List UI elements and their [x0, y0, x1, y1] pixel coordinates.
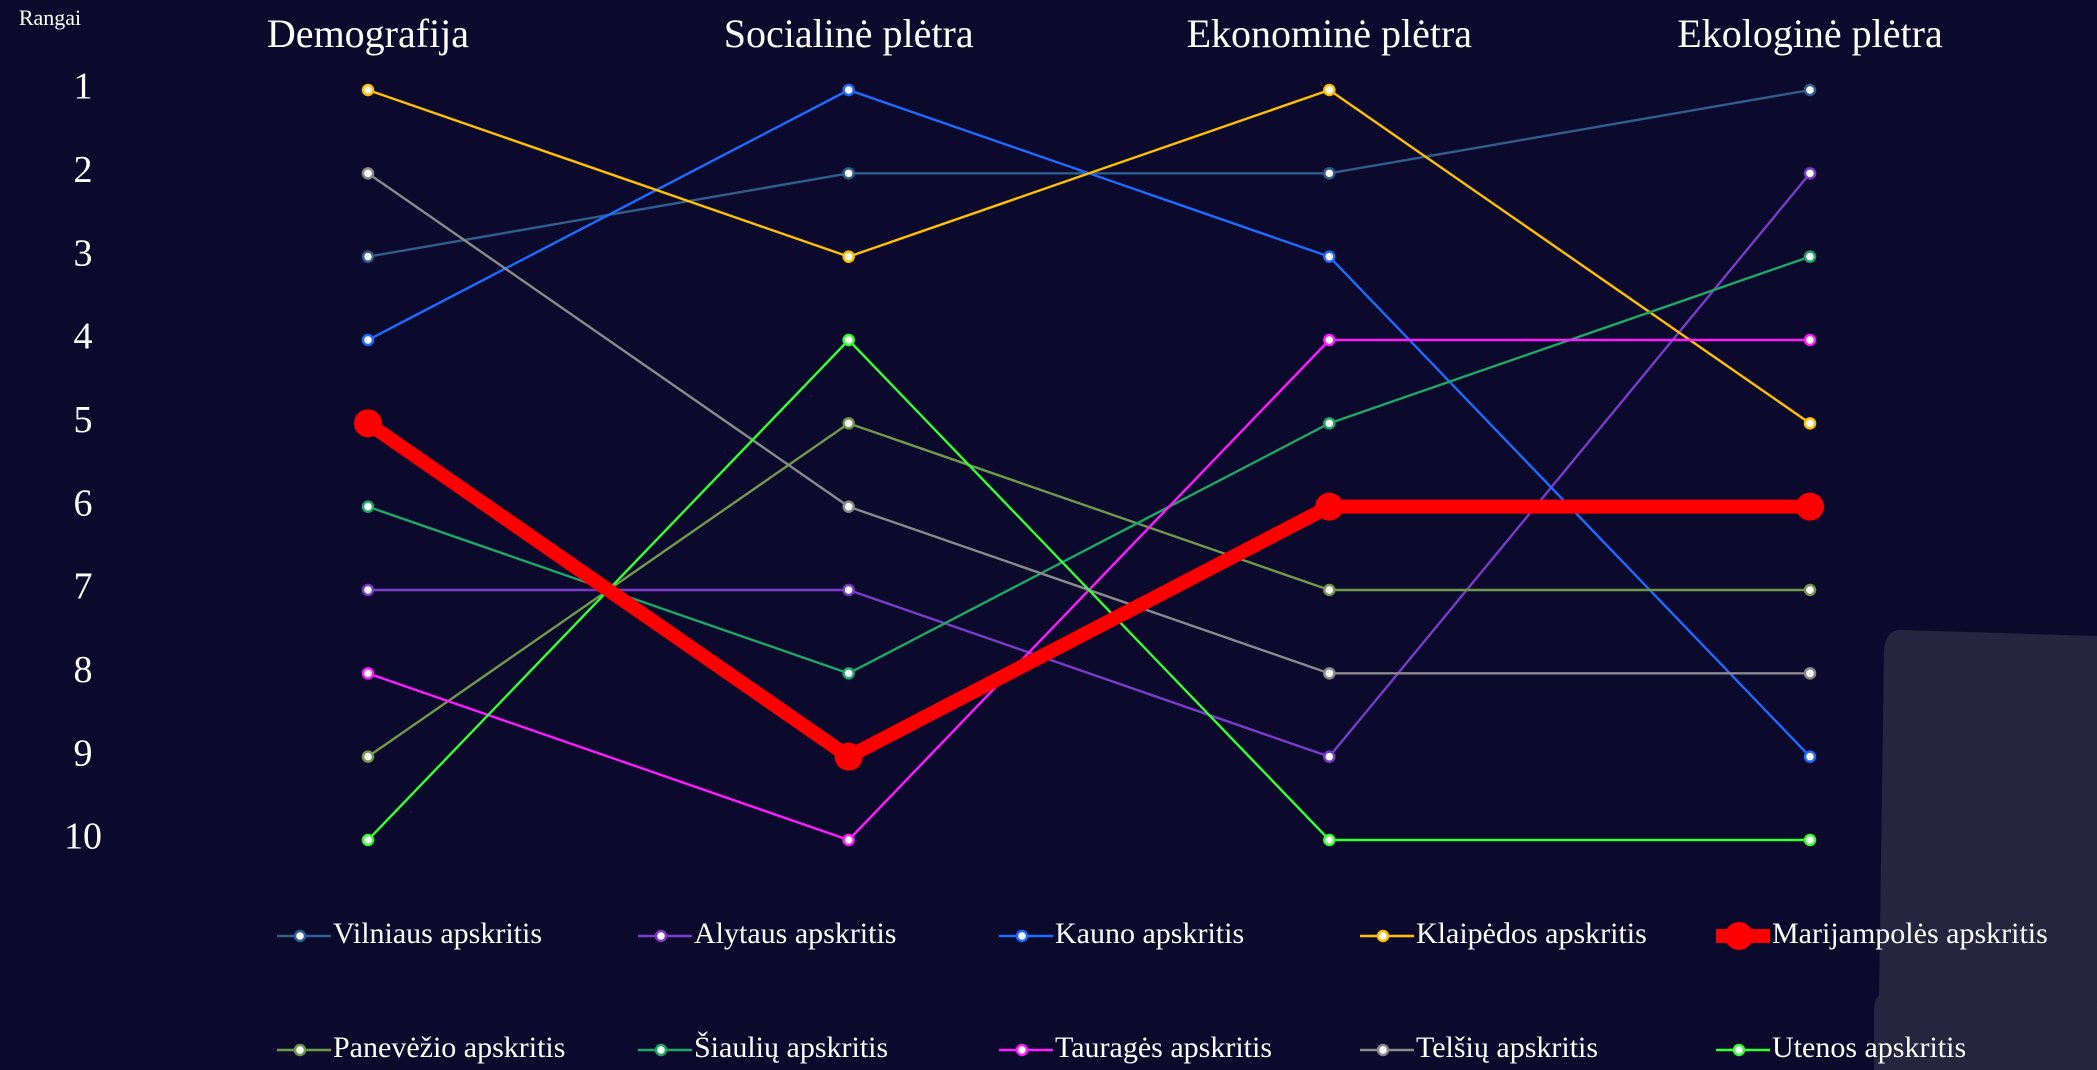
category-label: Socialinė plėtra: [724, 11, 974, 56]
legend-label: Telšių apskritis: [1416, 1031, 1598, 1064]
category-label: Ekonominė plėtra: [1187, 11, 1473, 56]
marker: [834, 742, 863, 771]
marker: [1803, 417, 1817, 430]
marker: [1323, 667, 1336, 680]
marker: [1803, 167, 1817, 180]
legend-marker: [1376, 1043, 1390, 1057]
marker: [842, 167, 855, 180]
series-line: [364, 417, 1810, 764]
legend-label: Marijampolės apskritis: [1772, 917, 2048, 950]
legend-label: Kauno apskritis: [1055, 917, 1244, 950]
y-axis-label: Rangai: [19, 5, 81, 30]
marker: [361, 583, 375, 597]
marker: [354, 409, 382, 438]
marker: [1323, 250, 1336, 263]
legend-marker: [654, 1043, 668, 1057]
legend-label: Tauragės apskritis: [1055, 1031, 1272, 1064]
marker: [361, 83, 375, 97]
legend-marker: [654, 929, 668, 943]
legend-label: Alytaus apskritis: [694, 917, 897, 950]
y-tick-label: 3: [74, 232, 93, 274]
legend-item: Kauno apskritis: [999, 917, 1244, 950]
y-tick-label: 1: [74, 66, 93, 108]
legend-item: Telšių apskritis: [1360, 1031, 1598, 1064]
marker: [842, 667, 855, 680]
marker: [1323, 83, 1336, 97]
marker: [1803, 667, 1817, 680]
marker: [1323, 417, 1336, 430]
legend-marker: [1725, 922, 1753, 950]
series-line: [367, 88, 1811, 425]
y-tick-label: 5: [74, 399, 93, 441]
legend-item: Marijampolės apskritis: [1716, 917, 2048, 950]
legend-marker: [293, 929, 307, 943]
marker: [1803, 833, 1817, 847]
legend-item: Vilniaus apskritis: [277, 917, 542, 950]
marker: [361, 667, 375, 680]
marker: [842, 833, 855, 847]
y-tick-label: 6: [74, 482, 93, 524]
marker: [1323, 333, 1336, 347]
y-tick-label: 9: [74, 732, 93, 774]
legend-marker: [1015, 1043, 1029, 1057]
legend-marker: [1376, 929, 1390, 943]
marker: [842, 250, 855, 263]
marker: [1323, 750, 1336, 763]
legend-label: Klaipėdos apskritis: [1416, 917, 1647, 950]
legend-label: Vilniaus apskritis: [333, 917, 542, 950]
legend-item: Utenos apskritis: [1716, 1031, 1966, 1064]
y-tick-label: 8: [74, 649, 93, 691]
legend-item: Šiaulių apskritis: [638, 1031, 888, 1064]
marker: [361, 833, 375, 847]
marker: [842, 583, 855, 597]
legend-item: Klaipėdos apskritis: [1360, 917, 1647, 950]
legend-item: Panevėžio apskritis: [277, 1031, 565, 1064]
marker: [842, 500, 855, 513]
marker: [1323, 833, 1336, 847]
y-tick-label: 2: [74, 149, 93, 191]
y-tick-label: 4: [74, 316, 93, 358]
marker: [361, 333, 375, 347]
legend-marker: [1732, 1043, 1746, 1057]
category-label: Demografija: [267, 11, 469, 56]
legend-marker: [293, 1043, 307, 1057]
marker: [361, 167, 375, 180]
marker: [1323, 583, 1336, 597]
y-tick-label: 10: [64, 816, 102, 858]
marker: [1803, 750, 1817, 763]
marker: [842, 417, 855, 430]
marker: [361, 750, 375, 763]
marker: [842, 333, 855, 347]
legend-label: Šiaulių apskritis: [694, 1031, 888, 1064]
marker: [361, 250, 375, 263]
category-label: Ekologinė plėtra: [1677, 11, 1943, 56]
marker: [1796, 492, 1824, 521]
decor-frame: [1874, 987, 2097, 1070]
marker: [842, 83, 855, 97]
legend-item: Alytaus apskritis: [638, 917, 897, 950]
marker: [1803, 250, 1817, 263]
marker: [1803, 333, 1817, 347]
decor-panel: [1878, 630, 2097, 1070]
marker: [1803, 583, 1817, 597]
marker: [1315, 492, 1344, 521]
legend-label: Utenos apskritis: [1772, 1031, 1966, 1064]
marker: [1803, 83, 1817, 97]
y-tick-label: 7: [74, 566, 93, 608]
legend-item: Tauragės apskritis: [999, 1031, 1272, 1064]
legend-marker: [1015, 929, 1029, 943]
legend-label: Panevėžio apskritis: [333, 1031, 565, 1064]
marker: [1323, 167, 1336, 180]
marker: [361, 500, 375, 513]
